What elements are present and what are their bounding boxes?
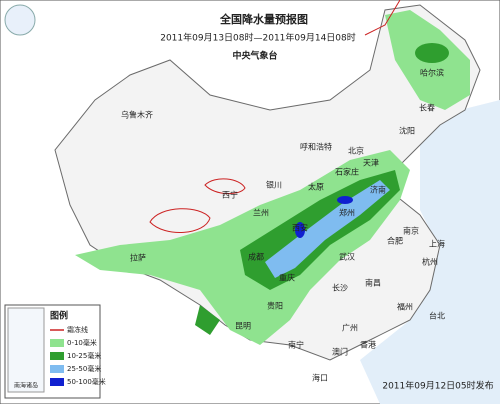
city-label: 石家庄 [335,167,359,177]
legend-swatch [50,378,64,386]
city-label: 昆明 [235,322,251,331]
city-label: 杭州 [422,257,438,267]
city-label: 太原 [308,182,324,192]
legend-swatch [50,352,64,360]
sea [360,100,500,404]
issuer: 中央气象台 [232,50,277,62]
rain-50-100 [295,222,305,238]
city-label: 银川 [266,180,282,190]
legend-label: 霜冻线 [67,325,88,334]
city-label: 合肥 [387,236,403,246]
city-label: 澳门 [332,347,348,357]
inset-box [7,307,45,393]
published: 2011年09月12日05时发布 [382,380,493,392]
city-label: 兰州 [253,208,269,218]
inset-label: 南海诸岛 [14,382,38,390]
frost-line [149,208,211,234]
legend-label: 10-25毫米 [67,351,101,360]
city-label: 南京 [403,226,419,236]
logo [4,4,36,36]
city-label: 南宁 [288,340,304,350]
frost-line [204,178,246,195]
legend-label: 50-100毫米 [67,377,106,386]
city-label: 长沙 [332,283,348,293]
city-label: 拉萨 [130,253,146,263]
city-label: 贵阳 [267,301,283,311]
city-label: 海口 [312,373,328,383]
city-label: 呼和浩特 [300,142,332,152]
city-label: 长春 [419,103,435,113]
city-label: 福州 [397,303,413,312]
period: 2011年09月13日08时—2011年09月14日08时 [160,32,356,44]
city-label: 武汉 [339,252,355,262]
legend-swatch [50,339,64,347]
legend-label: 25-50毫米 [67,364,101,373]
rain-10-25-ne [415,43,449,63]
legend-label: 0-10毫米 [67,338,97,347]
legend-title: 图例 [50,310,68,322]
legend-swatch [50,365,64,373]
city-label: 香港 [360,340,376,350]
city-label: 上海 [429,239,445,249]
city-label: 北京 [348,146,364,156]
rain-25-50 [265,180,390,278]
city-label: 天津 [363,158,379,168]
legend: 霜冻线 0-10毫米 10-25毫米 25-50毫米 50-100毫米 [50,325,106,386]
city-label: 广州 [342,323,358,333]
city-label: 南昌 [365,278,381,288]
city-label: 西安 [292,223,308,233]
city-label: 沈阳 [399,126,415,136]
city-label: 成都 [248,252,264,262]
city-label: 哈尔滨 [420,68,444,78]
city-label: 重庆 [279,273,295,283]
rain-10-25-sw [195,305,220,335]
frost-line [364,0,401,36]
city-label: 乌鲁木齐 [121,110,153,120]
rain-50-100 [337,196,353,204]
city-label: 西宁 [222,190,238,200]
city-label: 台北 [429,311,445,321]
city-label: 济南 [370,185,386,195]
title: 全国降水量预报图 [219,12,308,26]
city-label: 郑州 [339,208,355,218]
